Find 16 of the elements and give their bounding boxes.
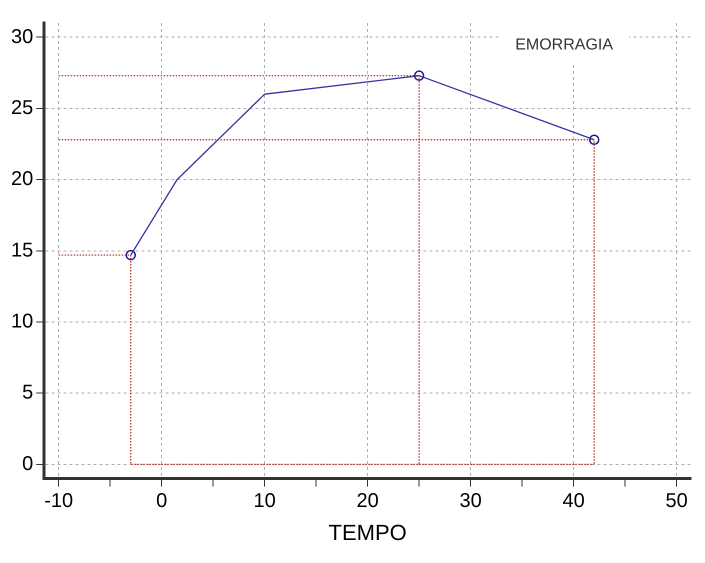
y-tick-label: 25: [10, 96, 34, 119]
x-tick-label: 50: [665, 490, 688, 512]
y-tick-label: 10: [10, 310, 34, 333]
y-tick-label: 20: [10, 168, 34, 190]
x-tick-label: 40: [562, 490, 585, 512]
y-tick-label: 30: [10, 26, 34, 48]
x-tick-label: -10: [44, 490, 74, 512]
y-tick-label: 0: [22, 452, 34, 475]
y-tick-label: 5: [22, 382, 34, 404]
x-tick-label: 10: [254, 490, 276, 512]
x-tick-label: 20: [356, 490, 379, 512]
x-tick-label: 30: [459, 490, 482, 512]
annotation: EMORRAGIA: [515, 36, 614, 54]
x-tick-label: 0: [156, 490, 168, 512]
x-axis-title: TEMPO: [328, 520, 407, 545]
y-tick-label: 15: [10, 239, 34, 262]
